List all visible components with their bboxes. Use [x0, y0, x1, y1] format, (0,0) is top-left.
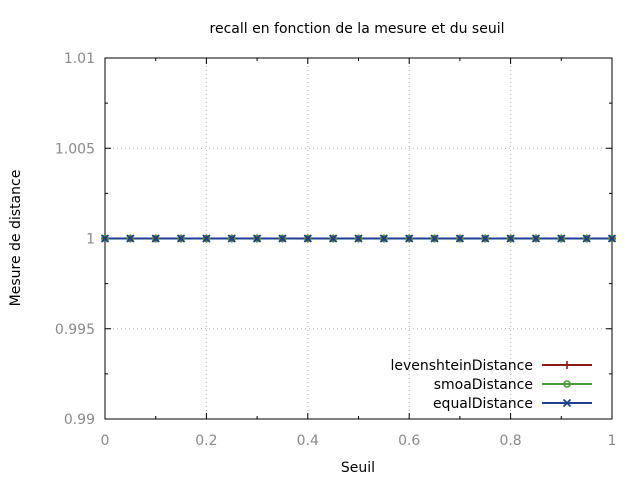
data-point-smoaDistance — [253, 234, 261, 243]
data-point-equalDistance — [227, 234, 236, 243]
y-tick-label: 0.995 — [55, 322, 95, 338]
data-point-equalDistance — [557, 234, 566, 243]
data-point-smoaDistance — [354, 234, 363, 243]
data-point-smoaDistance — [151, 234, 160, 243]
data-point-equalDistance — [126, 234, 135, 243]
x-tick-label: 0.8 — [499, 433, 521, 449]
x-tick-label: 0 — [101, 433, 110, 449]
legend-marker — [563, 380, 571, 388]
data-point-equalDistance — [354, 234, 363, 243]
y-axis-label: Mesure de distance — [8, 170, 24, 307]
data-point-equalDistance — [278, 234, 287, 243]
data-point-smoaDistance — [101, 234, 109, 243]
chart-title: recall en fonction de la mesure et du se… — [210, 21, 505, 37]
data-point-smoaDistance — [329, 234, 337, 243]
data-point-smoaDistance — [481, 234, 490, 243]
legend-label: equalDistance — [433, 396, 533, 412]
data-point-equalDistance — [582, 234, 591, 243]
series-markers — [100, 234, 617, 243]
data-point-equalDistance — [100, 234, 110, 243]
data-point-equalDistance — [607, 234, 617, 243]
data-point-equalDistance — [506, 234, 515, 243]
data-point-equalDistance — [176, 234, 186, 243]
data-point-equalDistance — [252, 234, 262, 243]
data-point-smoaDistance — [278, 234, 287, 243]
data-point-equalDistance — [202, 234, 211, 243]
legend-label: levenshteinDistance — [390, 358, 533, 374]
legend-marker — [562, 398, 572, 408]
x-tick-label: 1 — [608, 433, 617, 449]
x-axis-label: Seuil — [341, 460, 375, 476]
x-tick-label: 0.2 — [195, 433, 217, 449]
data-point-smoaDistance — [303, 234, 312, 243]
data-point-smoaDistance — [532, 234, 540, 243]
data-point-equalDistance — [151, 234, 160, 243]
data-point-smoaDistance — [582, 234, 591, 243]
legend-label: smoaDistance — [434, 377, 533, 393]
data-point-smoaDistance — [202, 234, 211, 243]
data-point-equalDistance — [455, 234, 465, 243]
data-point-smoaDistance — [608, 234, 616, 243]
legend-marker — [563, 361, 571, 369]
data-point-smoaDistance — [126, 234, 135, 243]
data-point-equalDistance — [430, 234, 439, 243]
axis-tick-labels: 0 0.2 0.4 0.6 0.8 1 0.99 0.995 1 1.005 1.01 — [55, 51, 617, 449]
data-point-equalDistance — [303, 234, 312, 243]
x-tick-label: 0.4 — [297, 433, 319, 449]
data-point-smoaDistance — [557, 234, 566, 243]
data-point-equalDistance — [329, 234, 338, 243]
x-tick-label: 0.6 — [398, 433, 420, 449]
data-point-smoaDistance — [405, 234, 414, 243]
data-point-equalDistance — [531, 234, 541, 243]
y-tick-label: 1 — [86, 232, 95, 248]
y-tick-label: 1.01 — [64, 51, 95, 67]
data-point-smoaDistance — [380, 234, 388, 243]
data-point-smoaDistance — [506, 234, 515, 243]
data-point-smoaDistance — [430, 234, 439, 243]
y-tick-label: 1.005 — [55, 141, 95, 157]
legend: levenshteinDistance smoaDistance equalDist… — [390, 358, 592, 412]
data-point-smoaDistance — [456, 234, 464, 243]
axis-ticks — [104, 57, 613, 420]
y-tick-label: 0.99 — [64, 412, 95, 428]
data-point-equalDistance — [405, 234, 414, 243]
data-point-equalDistance — [481, 234, 490, 243]
data-point-equalDistance — [379, 234, 388, 243]
data-point-smoaDistance — [227, 234, 236, 243]
data-point-smoaDistance — [177, 234, 185, 243]
